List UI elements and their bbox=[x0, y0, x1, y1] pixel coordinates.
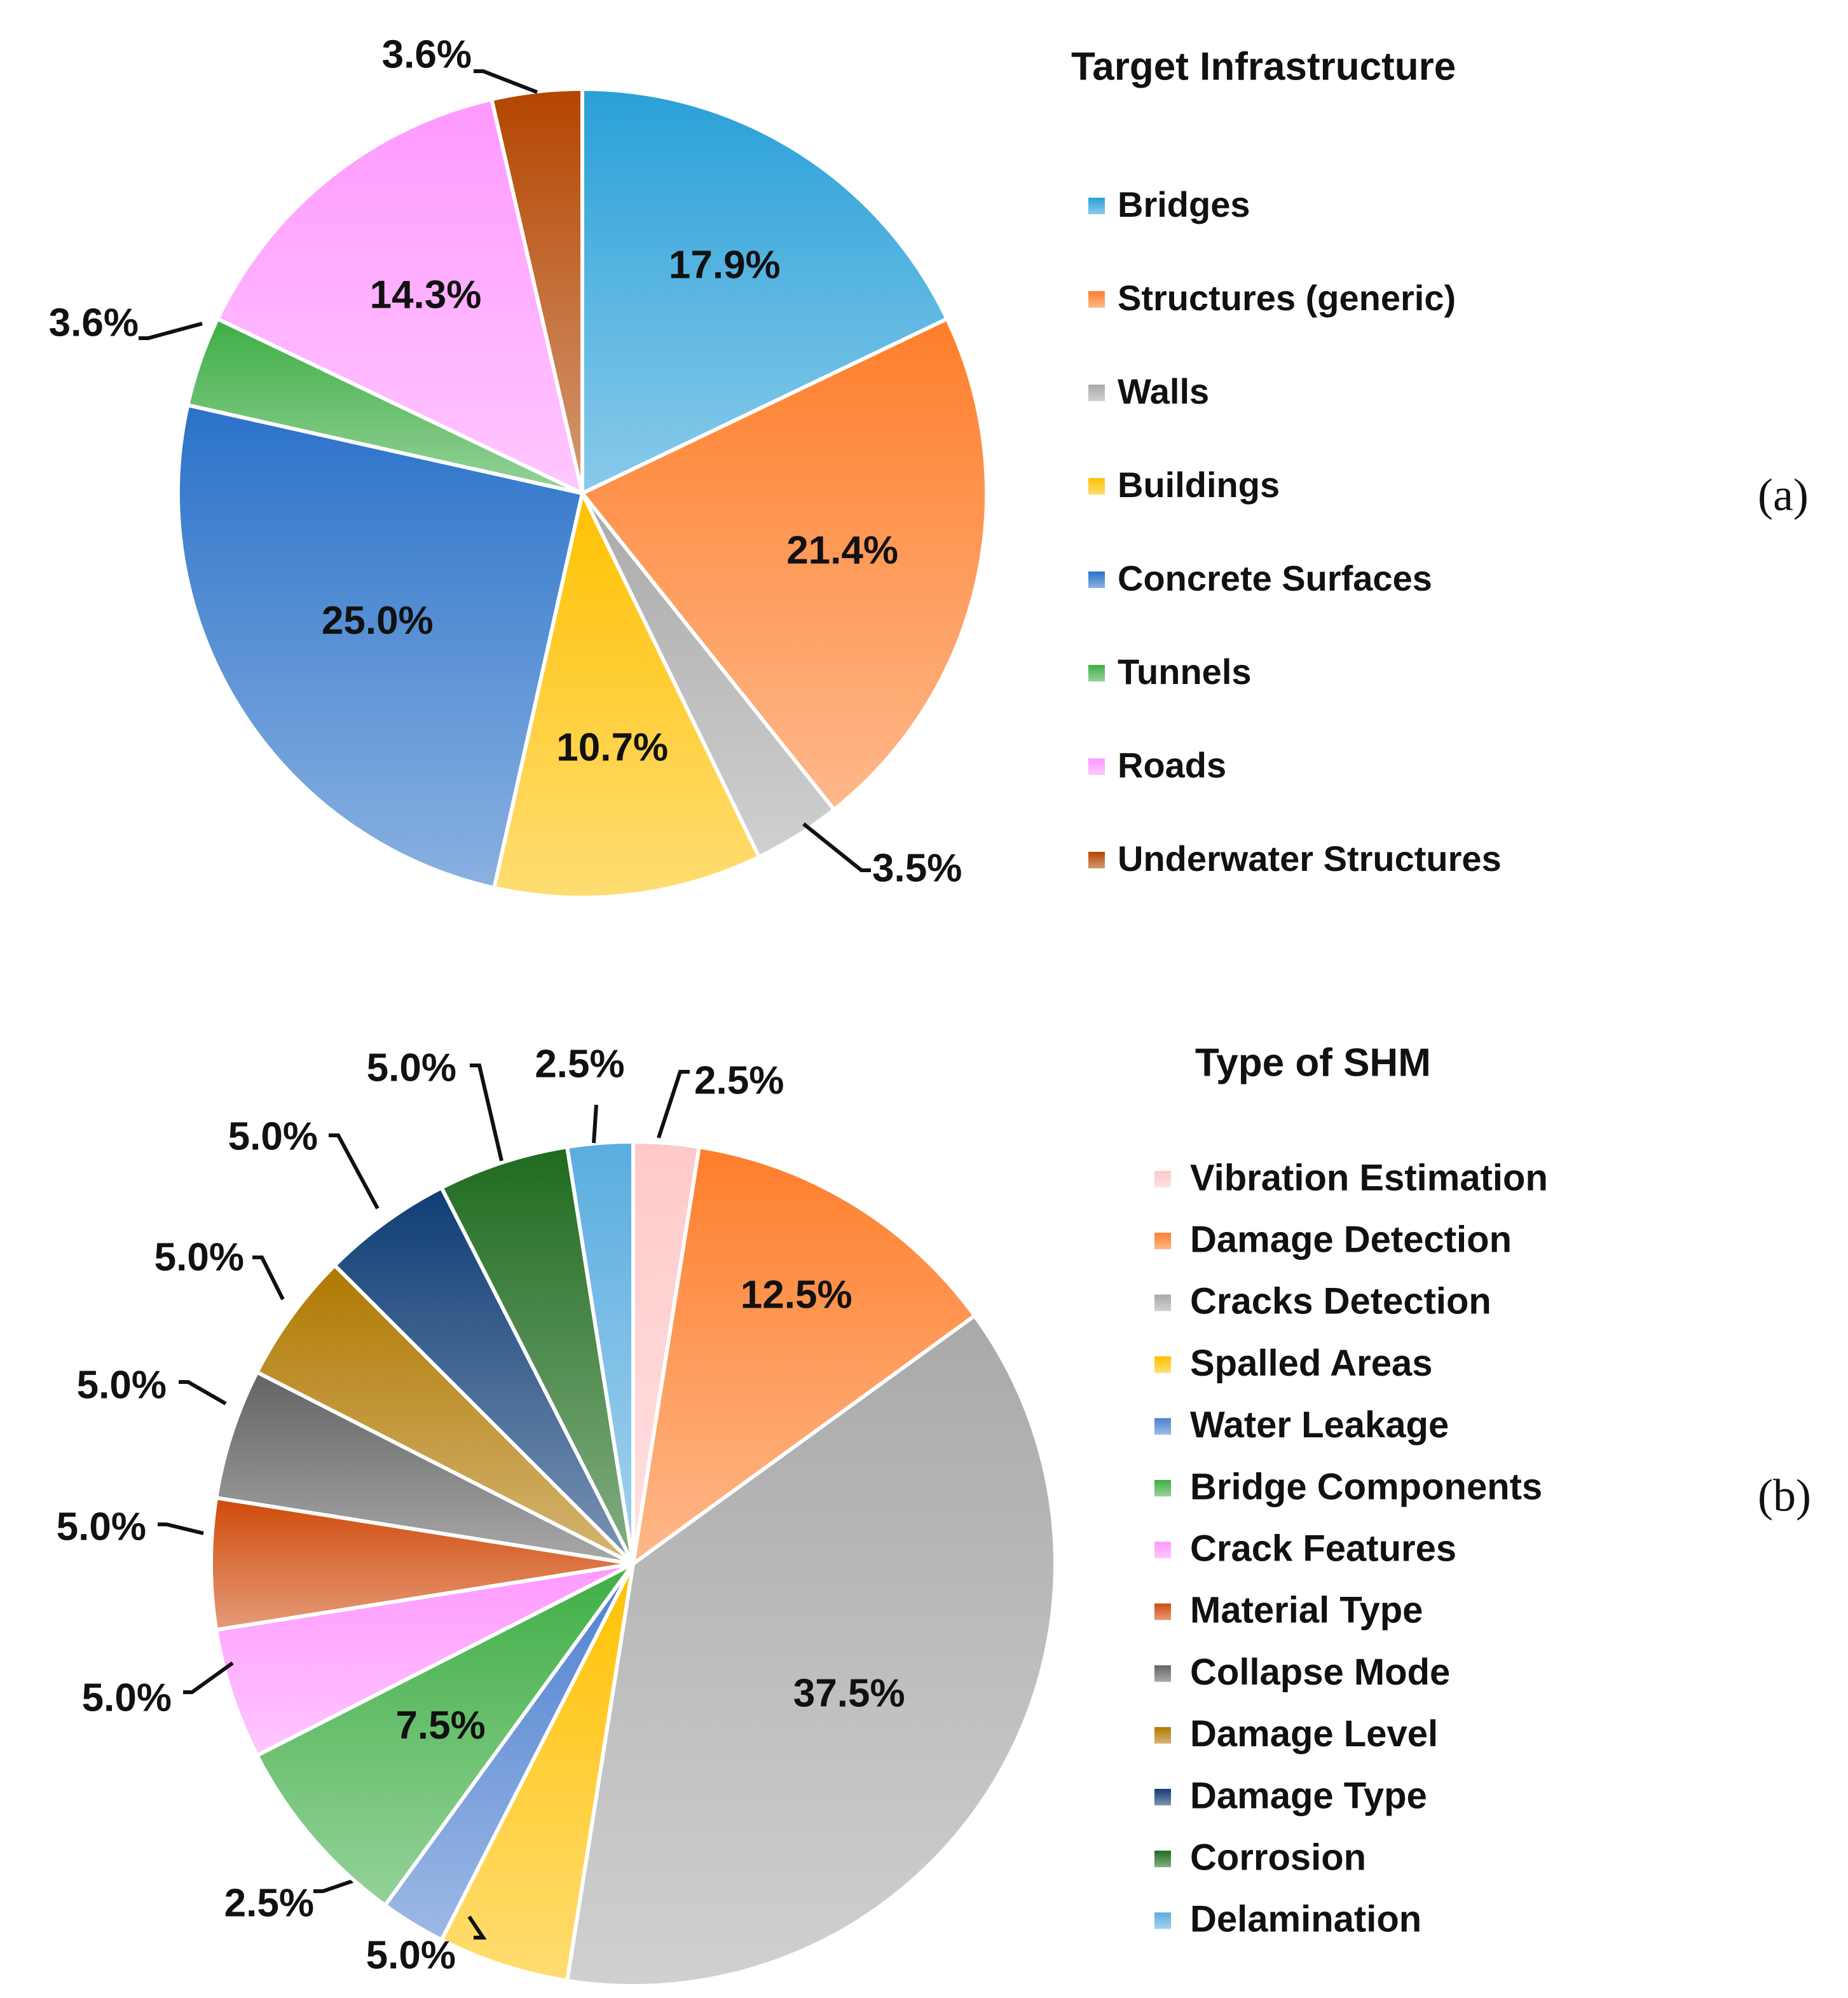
slice-damage-detection bbox=[631, 1145, 977, 1566]
slice-bridges bbox=[580, 87, 949, 495]
slice-crack-features bbox=[214, 1562, 635, 1758]
legend-swatch-crack-features bbox=[1154, 1542, 1171, 1559]
legend-swatch-spalled-areas bbox=[1154, 1356, 1171, 1373]
data-label-damage-level: 5.0% bbox=[154, 1235, 244, 1279]
legend-label-water-leakage: Water Leakage bbox=[1190, 1404, 1449, 1446]
leader-line-spalled-areas bbox=[467, 1915, 487, 1940]
legend-label-buildings: Buildings bbox=[1118, 465, 1280, 505]
panel-label: (b) bbox=[1758, 1470, 1811, 1521]
legend-label-bridges: Bridges bbox=[1118, 184, 1250, 224]
legend-label-walls: Walls bbox=[1118, 371, 1209, 411]
legend-label-material-type: Material Type bbox=[1190, 1590, 1423, 1631]
legend-swatch-buildings bbox=[1088, 478, 1105, 495]
legend-label-underwater-structures: Underwater Structures bbox=[1118, 838, 1502, 879]
legend-swatch-underwater-structures bbox=[1088, 852, 1105, 868]
legend-swatch-corrosion bbox=[1154, 1851, 1171, 1868]
data-label-buildings: 10.7% bbox=[556, 726, 668, 770]
data-label-crack-features: 5.0% bbox=[82, 1676, 172, 1720]
panel-label: (a) bbox=[1758, 470, 1809, 521]
legend-swatch-damage-type bbox=[1154, 1789, 1171, 1805]
legend-label-damage-level: Damage Level bbox=[1190, 1713, 1438, 1755]
slice-material-type bbox=[209, 1496, 635, 1632]
legend-swatch-cracks-detection bbox=[1154, 1294, 1171, 1311]
data-label-corrosion: 5.0% bbox=[367, 1046, 456, 1090]
slice-roads bbox=[216, 97, 584, 495]
legend-label-corrosion: Corrosion bbox=[1190, 1837, 1366, 1878]
legend-title: Target Infrastructure bbox=[1071, 44, 1456, 88]
legend-label-concrete-surfaces: Concrete Surfaces bbox=[1118, 558, 1432, 598]
slice-structures-generic bbox=[580, 317, 989, 812]
leader-line-collapse-mode bbox=[179, 1380, 227, 1406]
data-label-structures-generic: 21.4% bbox=[786, 528, 898, 572]
leader-line-damage-level bbox=[252, 1256, 285, 1301]
slice-cracks-detection bbox=[565, 1313, 1057, 1988]
data-label-collapse-mode: 5.0% bbox=[77, 1363, 167, 1407]
leader-line-material-type bbox=[158, 1522, 204, 1535]
leader-line-delamination bbox=[592, 1104, 598, 1144]
legend-swatch-delamination bbox=[1154, 1912, 1171, 1929]
data-label-roads: 14.3% bbox=[370, 273, 482, 317]
pie-chart-b: 2.5% 12.5% 37.5% 5.0% 2.5% 7.5% 5.0% 5.0% 5.0% 5.… bbox=[57, 1041, 1811, 1988]
legend-label-roads: Roads bbox=[1118, 745, 1226, 785]
legend-label-damage-detection: Damage Detection bbox=[1190, 1219, 1512, 1261]
legend-swatch-damage-detection bbox=[1154, 1233, 1171, 1250]
leader-line-underwater-structures bbox=[474, 69, 538, 94]
data-label-water-leakage: 2.5% bbox=[224, 1881, 314, 1925]
legend-label-tunnels: Tunnels bbox=[1118, 652, 1252, 692]
legend-swatch-collapse-mode bbox=[1154, 1665, 1171, 1682]
leader-line-crack-features bbox=[183, 1661, 234, 1694]
leader-line-vibration-estimation bbox=[657, 1070, 690, 1139]
pie-chart-a: 17.9% 21.4% 3.5% 10.7% 25.0% 3.6% 14.3% 3.6% Tar… bbox=[49, 32, 1809, 900]
data-label-bridges: 17.9% bbox=[669, 243, 781, 287]
data-label-concrete-surfaces: 25.0% bbox=[322, 599, 434, 643]
slice-corrosion bbox=[439, 1145, 635, 1566]
legend-swatch-material-type bbox=[1154, 1603, 1171, 1620]
slice-spalled-areas bbox=[439, 1562, 635, 1983]
legend-title: Type of SHM bbox=[1195, 1041, 1431, 1085]
legend-swatch-tunnels bbox=[1088, 665, 1105, 681]
legend-label-cracks-detection: Cracks Detection bbox=[1190, 1281, 1491, 1322]
legend-label-delamination: Delamination bbox=[1190, 1899, 1421, 1940]
data-label-walls: 3.5% bbox=[872, 846, 962, 890]
legend-swatch-vibration-estimation bbox=[1154, 1171, 1171, 1187]
leader-line-damage-type bbox=[329, 1133, 380, 1210]
slice-concrete-surfaces bbox=[176, 403, 584, 890]
legend-label-damage-type: Damage Type bbox=[1190, 1775, 1427, 1816]
leader-line-tunnels bbox=[139, 322, 203, 340]
data-label-material-type: 5.0% bbox=[57, 1505, 146, 1549]
data-label-damage-detection: 12.5% bbox=[741, 1273, 852, 1317]
data-label-tunnels: 3.6% bbox=[49, 301, 139, 345]
legend-label-collapse-mode: Collapse Mode bbox=[1190, 1652, 1450, 1693]
data-label-delamination: 2.5% bbox=[535, 1042, 624, 1086]
legend-label-bridge-components: Bridge Components bbox=[1190, 1466, 1542, 1507]
data-label-bridge-components: 7.5% bbox=[395, 1704, 485, 1748]
data-label-damage-type: 5.0% bbox=[228, 1114, 318, 1158]
slice-damage-type bbox=[332, 1186, 635, 1566]
legend-swatch-bridge-components bbox=[1154, 1480, 1171, 1496]
legend-swatch-concrete-surfaces bbox=[1088, 571, 1105, 588]
slice-collapse-mode bbox=[214, 1370, 635, 1566]
legend-label-crack-features: Crack Features bbox=[1190, 1528, 1456, 1570]
slice-delamination bbox=[565, 1140, 635, 1566]
legend-swatch-water-leakage bbox=[1154, 1418, 1171, 1435]
leader-line-walls bbox=[802, 822, 871, 872]
legend-swatch-walls bbox=[1088, 385, 1105, 401]
legend-swatch-damage-level bbox=[1154, 1727, 1171, 1744]
slice-damage-level bbox=[255, 1263, 635, 1566]
legend-swatch-roads bbox=[1088, 758, 1105, 775]
legend-label-vibration-estimation: Vibration Estimation bbox=[1190, 1157, 1548, 1198]
legend-swatch-bridges bbox=[1088, 198, 1105, 214]
legend-swatch-structures-generic bbox=[1088, 291, 1105, 308]
data-label-vibration-estimation: 2.5% bbox=[694, 1058, 784, 1102]
data-label-underwater-structures: 3.6% bbox=[382, 32, 472, 76]
leader-line-corrosion bbox=[470, 1064, 503, 1161]
slice-bridge-components bbox=[255, 1562, 635, 1908]
data-label-cracks-detection: 37.5% bbox=[793, 1672, 905, 1716]
legend-label-structures-generic: Structures (generic) bbox=[1118, 278, 1456, 318]
legend-label-spalled-areas: Spalled Areas bbox=[1190, 1343, 1432, 1384]
